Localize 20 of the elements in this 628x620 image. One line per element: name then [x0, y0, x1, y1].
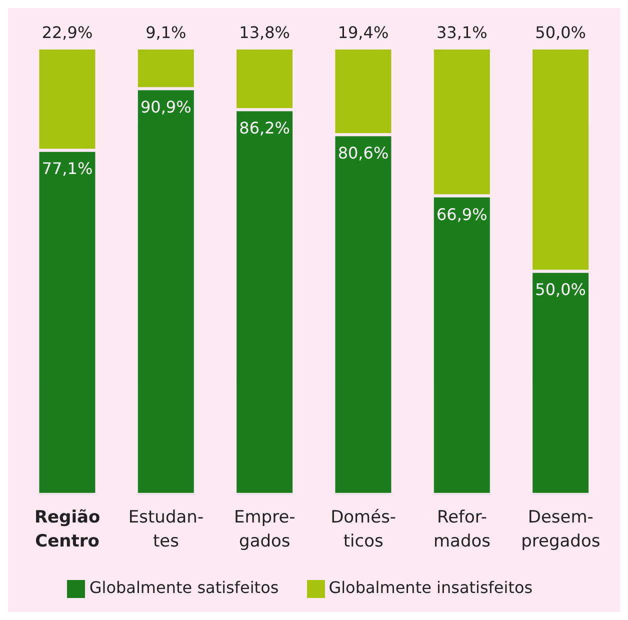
- legend-label: Globalmente insatisfeitos: [328, 578, 533, 598]
- x-tick-label: Domés- ticos: [330, 507, 396, 552]
- data-label: 9,1%: [146, 23, 186, 42]
- data-label: 80,6%: [338, 144, 389, 163]
- x-tick-label: Empre- gados: [234, 507, 296, 552]
- data-label: 50,0%: [535, 23, 586, 42]
- data-label: 22,9%: [42, 23, 93, 42]
- data-label: 86,2%: [239, 118, 290, 138]
- x-tick-label: Desem- pregados: [521, 507, 600, 552]
- x-tick-label: Estudan- tes: [128, 507, 204, 552]
- data-label: 33,1%: [436, 23, 488, 42]
- data-label: 90,9%: [140, 98, 192, 117]
- data-label: 77,1%: [42, 159, 93, 178]
- data-label: 66,9%: [436, 204, 488, 224]
- data-label: 13,8%: [239, 23, 290, 42]
- data-label: 19,4%: [338, 23, 389, 42]
- x-tick-label: Refor- mados: [433, 507, 491, 552]
- legend-label: Globalmente satisfeitos: [89, 578, 279, 598]
- data-label: 50,0%: [535, 280, 586, 300]
- x-tick-label: Região Centro: [34, 507, 100, 552]
